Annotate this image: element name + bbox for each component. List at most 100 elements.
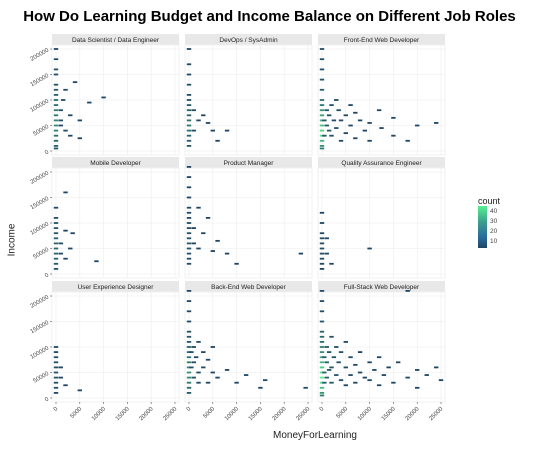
heatmap-cell <box>322 134 327 137</box>
heatmap-cell <box>186 206 192 209</box>
heatmap-cell <box>362 129 368 132</box>
heatmap-cell <box>186 99 192 101</box>
heatmap-cell <box>53 366 59 369</box>
heatmap-cell <box>319 211 325 214</box>
heatmap-cell <box>63 191 68 194</box>
x-tick-label: 0 <box>319 406 326 413</box>
heatmap-cell <box>438 379 444 382</box>
heatmap-cell <box>338 119 344 122</box>
facet-strip <box>185 34 312 45</box>
heatmap-cell <box>319 320 325 323</box>
heatmap-cell <box>319 104 325 106</box>
y-tick-label: 150000 <box>30 73 51 89</box>
heatmap-cell <box>319 376 325 379</box>
heatmap-cell <box>191 376 196 379</box>
heatmap-cell <box>329 104 334 106</box>
heatmap-cell <box>376 384 382 387</box>
heatmap-cell <box>68 134 73 137</box>
heatmap-cell <box>68 247 73 250</box>
facet-label: DevOps / SysAdmin <box>219 37 278 44</box>
heatmap-cell <box>362 376 368 379</box>
heatmap-cell <box>334 127 339 129</box>
heatmap-cell <box>319 300 325 302</box>
heatmap-cell <box>353 363 358 366</box>
heatmap-cell <box>53 381 59 384</box>
heatmap-cell <box>186 104 192 106</box>
heatmap-cell <box>53 262 59 265</box>
heatmap-cell <box>205 381 211 384</box>
heatmap-cell <box>319 262 325 265</box>
heatmap-cell <box>186 242 192 245</box>
heatmap-cell <box>319 394 325 397</box>
heatmap-cell <box>186 371 192 374</box>
heatmap-cell <box>191 242 196 245</box>
x-tick-label: 10000 <box>224 406 241 423</box>
heatmap-cell <box>205 122 211 124</box>
x-tick-label: 20000 <box>405 406 422 423</box>
heatmap-cell <box>53 58 59 61</box>
heatmap-cell <box>53 376 59 379</box>
facet-strip <box>52 157 179 168</box>
heatmap-cell <box>262 379 268 382</box>
heatmap-cell <box>348 374 353 376</box>
heatmap-cell <box>186 361 192 364</box>
heatmap-cell <box>319 58 325 61</box>
heatmap-cell <box>205 217 211 219</box>
heatmap-cell <box>336 361 341 364</box>
heatmap-cell <box>319 88 325 91</box>
heatmap-cell <box>243 374 249 376</box>
heatmap-cell <box>53 104 59 106</box>
heatmap-cell <box>58 109 63 112</box>
heatmap-cell <box>77 389 82 392</box>
heatmap-cell <box>186 196 192 199</box>
heatmap-cell <box>319 341 325 343</box>
heatmap-cell <box>379 127 384 129</box>
heatmap-cell <box>186 320 192 323</box>
heatmap-cell <box>205 358 211 361</box>
legend-tick: 40 <box>490 208 498 215</box>
heatmap-cell <box>319 222 325 224</box>
heatmap-cell <box>324 252 329 255</box>
facet-strip <box>318 34 445 45</box>
heatmap-cell <box>186 73 192 76</box>
heatmap-cell <box>186 145 192 147</box>
heatmap-cell <box>367 361 372 364</box>
heatmap-cell <box>329 134 334 137</box>
heatmap-cell <box>343 366 348 369</box>
heatmap-cell <box>53 242 59 245</box>
facet-label: Mobile Developer <box>90 160 141 167</box>
heatmap-cell <box>319 129 325 132</box>
heatmap-cell <box>324 346 329 348</box>
x-tick-label: 10000 <box>91 406 108 423</box>
heatmap-cell <box>186 129 192 132</box>
heatmap-cell <box>357 371 363 374</box>
heatmap-cell <box>319 134 325 137</box>
heatmap-cell <box>186 63 192 66</box>
y-tick-label: 200000 <box>30 47 51 63</box>
heatmap-cell <box>210 346 215 348</box>
x-tick-label: 15000 <box>381 406 398 423</box>
heatmap-cell <box>319 290 325 292</box>
heatmap-cell <box>63 384 68 387</box>
facet-strip <box>185 157 312 168</box>
heatmap-cell <box>348 124 353 127</box>
heatmap-cell <box>319 242 325 245</box>
heatmap-cell <box>53 68 59 71</box>
heatmap-cell <box>415 369 420 371</box>
heatmap-cell <box>196 381 201 384</box>
heatmap-cell <box>367 379 372 382</box>
heatmap-cell <box>53 392 59 394</box>
heatmap-cell <box>224 129 230 132</box>
heatmap-cell <box>424 374 429 376</box>
y-tick-label: 150000 <box>30 196 51 212</box>
heatmap-cell <box>186 290 192 292</box>
heatmap-cell <box>186 217 192 219</box>
heatmap-cell <box>434 366 439 369</box>
heatmap-cell <box>224 252 230 255</box>
heatmap-cell <box>60 99 66 101</box>
heatmap-cell <box>343 114 348 117</box>
heatmap-cell <box>376 109 382 112</box>
heatmap-cell <box>186 381 192 384</box>
y-tick-label: 100000 <box>30 98 51 114</box>
heatmap-cell <box>186 114 192 117</box>
